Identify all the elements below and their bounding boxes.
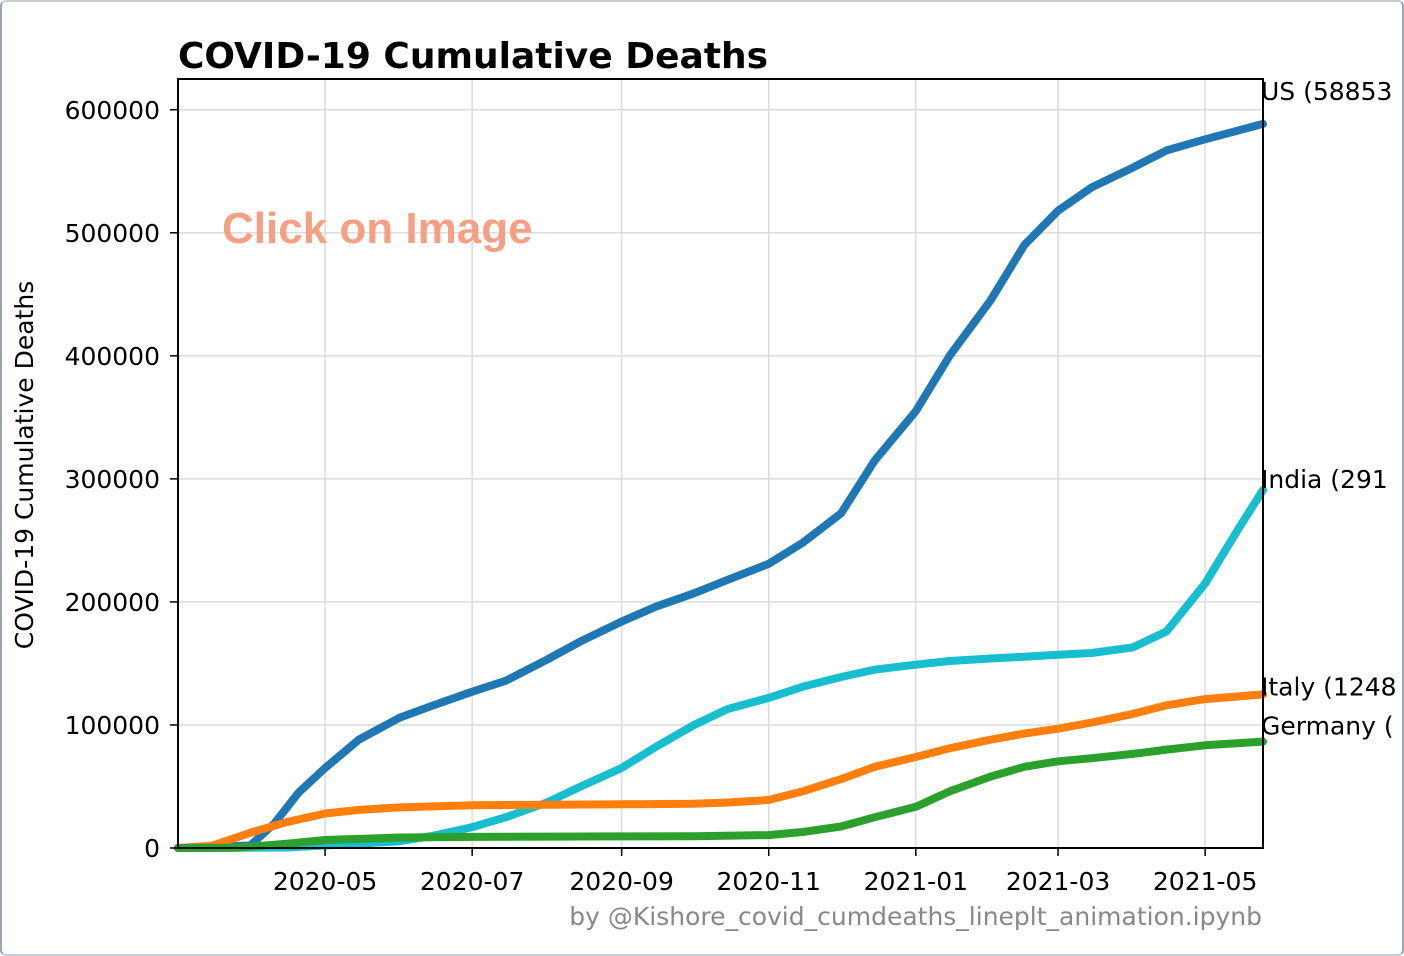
y-tick-label: 500000 (65, 219, 160, 248)
series-line-us (174, 119, 1267, 852)
plot-area-frame (177, 78, 1264, 849)
x-tick-label: 2021-03 (1006, 867, 1110, 896)
series-line-italy (174, 690, 1267, 852)
series-line-germany (174, 737, 1267, 852)
x-tick-label: 2020-05 (273, 867, 377, 896)
y-axis-label: COVID-19 Cumulative Deaths (10, 281, 39, 649)
chart-title: COVID-19 Cumulative Deaths (178, 36, 768, 77)
y-tick-label: 200000 (65, 588, 160, 617)
x-tick-label: 2020-11 (716, 867, 820, 896)
end-label-india: India (291 (1261, 465, 1388, 494)
x-tick-label: 2020-09 (569, 867, 673, 896)
y-tick-label: 600000 (65, 96, 160, 125)
x-tick-label: 2021-01 (864, 867, 968, 896)
y-tick-label: 100000 (65, 711, 160, 740)
y-tick-label: 400000 (65, 342, 160, 371)
x-tick-label: 2020-07 (420, 867, 524, 896)
y-tick-label: 300000 (65, 465, 160, 494)
credit-text: by @Kishore_covid_cumdeaths_lineplt_anim… (569, 902, 1262, 931)
y-tick-label: 0 (144, 834, 160, 863)
series-end-labels: US (58853 India (291 Italy (1248 Germany ( (1261, 77, 1397, 741)
x-axis: 2020-05 2020-07 2020-09 2020-11 2021-01 2021-… (273, 848, 1257, 896)
x-tick-label: 2021-05 (1153, 867, 1257, 896)
series-lines (174, 119, 1267, 852)
series-line-india (174, 486, 1267, 852)
y-axis: 0 100000 200000 300000 400000 500000 600000 (65, 96, 178, 863)
click-on-image-overlay[interactable]: Click on Image (222, 204, 533, 253)
end-label-germany: Germany ( (1261, 712, 1394, 741)
grid (178, 79, 1263, 849)
end-label-italy: Italy (1248 (1261, 672, 1397, 701)
end-label-us: US (58853 (1261, 77, 1392, 106)
